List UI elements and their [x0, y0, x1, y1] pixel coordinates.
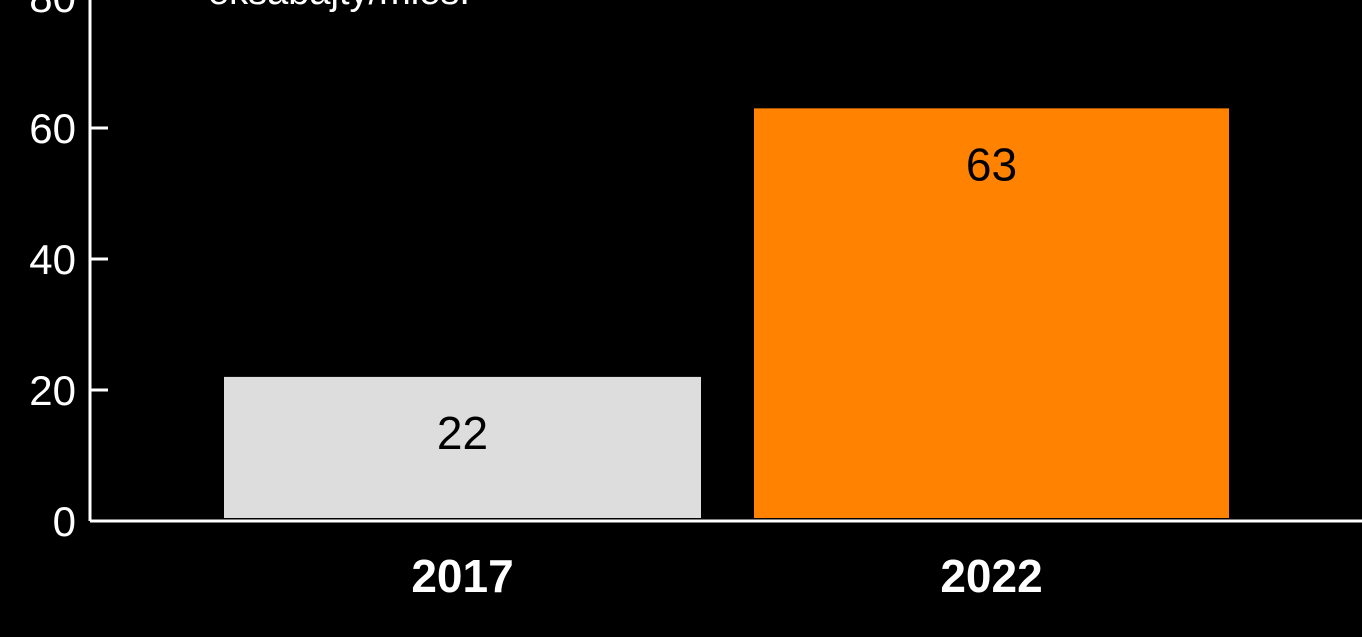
unit-note: eksabajty/mies. — [208, 0, 470, 13]
bars — [224, 108, 1229, 518]
y-tick-label: 40 — [29, 236, 76, 283]
bar-2022 — [754, 108, 1229, 518]
category-label: 2017 — [411, 550, 513, 602]
y-axis-ticks: 0 20 40 60 80 — [29, 0, 108, 545]
y-tick-label: 60 — [29, 105, 76, 152]
y-tick-label: 80 — [29, 0, 76, 21]
category-labels: 2017 2022 — [411, 550, 1042, 602]
value-label: 63 — [966, 138, 1017, 190]
value-labels: 22 63 — [437, 138, 1017, 459]
category-label: 2022 — [940, 550, 1042, 602]
y-tick-label: 20 — [29, 367, 76, 414]
y-tick-label: 0 — [53, 498, 76, 545]
bar-2017 — [224, 376, 701, 518]
value-label: 22 — [437, 407, 488, 459]
